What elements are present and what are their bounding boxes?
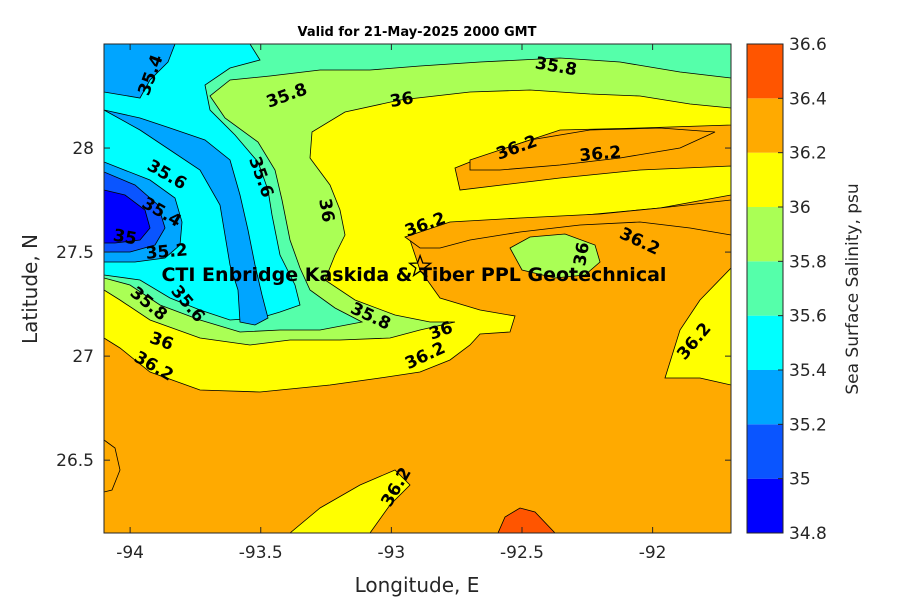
colorbar-tick-label: 35.6	[789, 307, 827, 327]
field-36-0-east	[664, 267, 731, 386]
field-35-8-island	[509, 233, 601, 279]
contour-field	[104, 44, 731, 533]
colorbar-swatch	[747, 98, 783, 153]
contour-label: 36	[314, 197, 338, 224]
x-tick-label: -93.5	[239, 543, 283, 563]
plot-frame	[103, 43, 732, 534]
y-axis: 26.5 27 27.5 28	[56, 139, 731, 471]
y-tick-label: 27	[72, 347, 94, 367]
colorbar-tick-label: 36.4	[789, 89, 827, 109]
colorbar-swatch	[747, 315, 783, 370]
colorbar-label: Sea Surface Salinity, psu	[843, 183, 863, 394]
contour-label: 36.2	[579, 142, 623, 166]
y-tick-label: 27.5	[56, 243, 94, 263]
field-36-2-central	[404, 199, 731, 249]
y-tick-label: 26.5	[56, 451, 94, 471]
colorbar-tick-label: 36	[789, 198, 811, 218]
contour-label: 36	[570, 241, 594, 268]
x-tick-label: -93	[377, 543, 405, 563]
field-36-0-south	[289, 469, 411, 533]
colorbar-swatch	[747, 370, 783, 425]
colorbar-swatch	[747, 424, 783, 479]
chart-title: Valid for 21-May-2025 2000 GMT	[298, 25, 537, 40]
colorbar-tick-label: 35.8	[789, 252, 827, 272]
colorbar-swatch	[747, 152, 783, 207]
colorbar-tick-label: 35	[789, 470, 811, 490]
colorbar-swatch	[747, 44, 783, 99]
y-axis-label: Latitude, N	[18, 234, 42, 344]
field-34-8	[104, 189, 151, 244]
colorbar-swatch	[747, 207, 783, 262]
colorbar-tick-label: 35.4	[789, 361, 827, 381]
x-axis: -94 -93.5 -93 -92.5 -92	[116, 44, 667, 563]
x-tick-label: -92.5	[500, 543, 544, 563]
field-36-2-wisp	[104, 439, 121, 493]
field-36-4	[497, 507, 556, 533]
colorbar-frame	[746, 43, 784, 534]
x-tick-label: -94	[116, 543, 144, 563]
colorbar-tick-label: 36.6	[789, 35, 827, 55]
colorbar-tick-label: 34.8	[789, 524, 827, 544]
colorbar-tick-label: 35.2	[789, 415, 827, 435]
field-35-2	[104, 44, 269, 326]
colorbar-swatch	[747, 261, 783, 316]
contour-label: 35.2	[145, 240, 189, 264]
site-marker-star	[407, 253, 433, 278]
y-tick-label: 28	[72, 139, 94, 159]
contour-label: 36	[388, 88, 415, 112]
field-36-2-northeast	[469, 127, 716, 171]
colorbar-tick-label: 36.2	[789, 144, 827, 164]
colorbar: 34.8 35 35.2 35.4 35.6 35.8 36 36.2 36.4 36.6	[746, 35, 827, 544]
x-tick-label: -92	[639, 543, 667, 563]
contour-label: 35	[112, 226, 139, 250]
x-axis-label: Longitude, E	[355, 573, 480, 597]
colorbar-swatch	[747, 478, 783, 533]
